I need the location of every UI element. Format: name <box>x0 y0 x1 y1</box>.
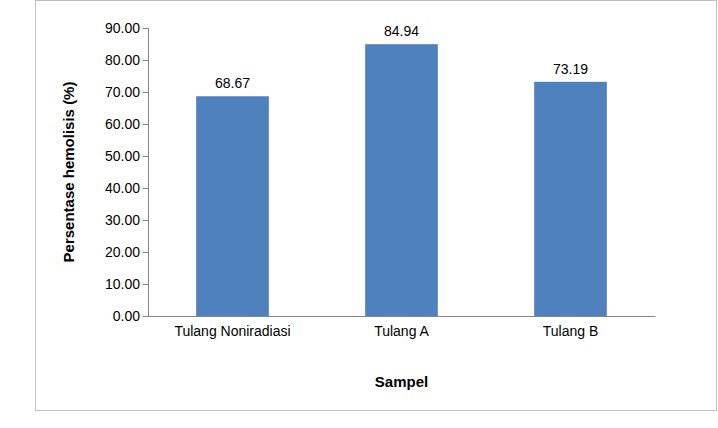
x-tick-label: Tulang B <box>543 323 599 339</box>
plot: 0.00 10.00 20.00 30.00 40.00 50.00 60.00 70.00 8… <box>105 20 656 339</box>
y-tick-label: 70.00 <box>105 84 140 100</box>
y-tick-mark <box>143 92 148 93</box>
data-labels: 68.67 84.94 73.19 <box>215 23 588 91</box>
y-tick-label: 10.00 <box>105 276 140 292</box>
bar <box>196 96 269 316</box>
x-tick: Tulang Noniradiasi <box>174 316 290 339</box>
y-tick-mark <box>143 220 148 221</box>
bar <box>365 44 438 316</box>
x-axis-title: Sampel <box>375 373 428 390</box>
y-tick: 20.00 <box>105 244 148 260</box>
y-tick-mark <box>143 124 148 125</box>
y-tick-mark <box>143 284 148 285</box>
y-axis: 0.00 10.00 20.00 30.00 40.00 50.00 60.00 70.00 8… <box>105 20 149 324</box>
chart: 0.00 10.00 20.00 30.00 40.00 50.00 60.00 70.00 8… <box>0 0 718 428</box>
y-tick-mark <box>143 60 148 61</box>
y-tick-mark <box>143 316 148 317</box>
x-tick: Tulang B <box>543 316 599 339</box>
y-tick-label: 60.00 <box>105 116 140 132</box>
y-tick: 50.00 <box>105 148 148 164</box>
y-axis-line <box>143 29 149 317</box>
y-tick-label: 40.00 <box>105 180 140 196</box>
y-tick-mark <box>143 188 148 189</box>
y-tick-label: 80.00 <box>105 52 140 68</box>
y-tick: 90.00 <box>105 20 148 36</box>
chart-frame <box>36 1 717 411</box>
data-label: 68.67 <box>215 75 250 91</box>
y-tick-label: 0.00 <box>113 308 140 324</box>
data-label: 73.19 <box>553 61 588 77</box>
y-tick: 60.00 <box>105 116 148 132</box>
y-axis-title: Persentase hemolisis (%) <box>60 82 77 263</box>
y-tick-mark <box>143 252 148 253</box>
y-tick: 70.00 <box>105 84 148 100</box>
x-tick-label: Tulang Noniradiasi <box>174 323 290 339</box>
x-axis: Tulang Noniradiasi Tulang A Tulang B <box>149 316 656 339</box>
y-tick: 0.00 <box>113 308 148 324</box>
bars <box>196 44 607 316</box>
x-tick-label: Tulang A <box>374 323 429 339</box>
y-tick-label: 20.00 <box>105 244 140 260</box>
x-axis-line <box>149 316 656 317</box>
x-tick: Tulang A <box>374 316 429 339</box>
y-tick-mark <box>143 156 148 157</box>
bar <box>534 82 607 316</box>
y-tick-label: 50.00 <box>105 148 140 164</box>
y-tick-mark <box>143 28 148 29</box>
y-tick: 80.00 <box>105 52 148 68</box>
y-tick: 30.00 <box>105 212 148 228</box>
y-tick-label: 90.00 <box>105 20 140 36</box>
data-label: 84.94 <box>384 23 419 39</box>
y-tick-label: 30.00 <box>105 212 140 228</box>
y-tick: 40.00 <box>105 180 148 196</box>
y-tick: 10.00 <box>105 276 148 292</box>
